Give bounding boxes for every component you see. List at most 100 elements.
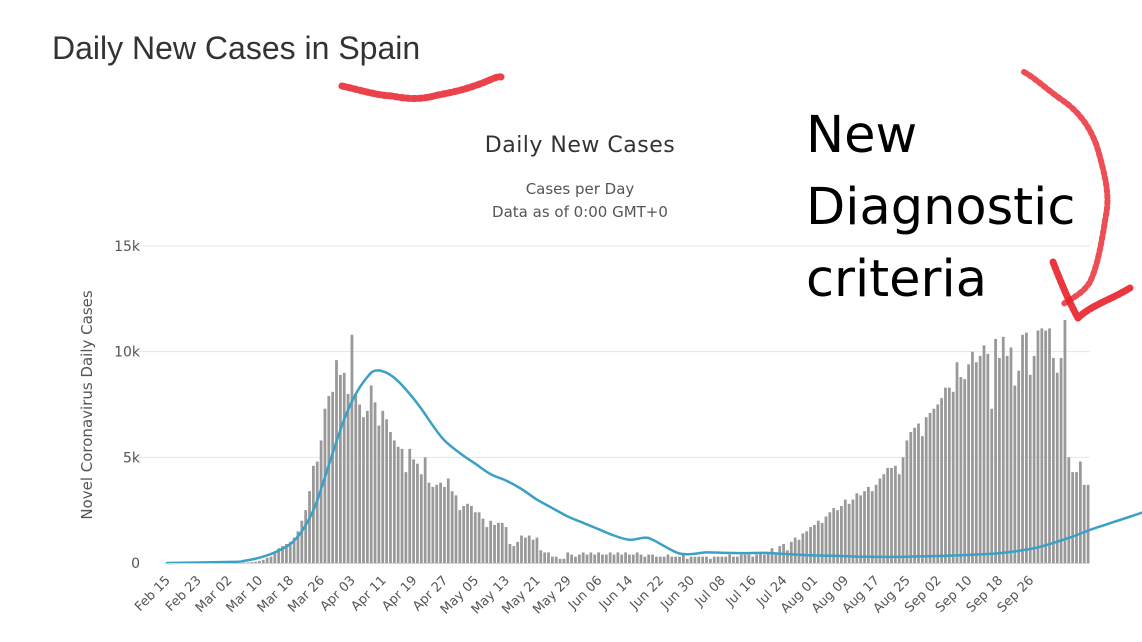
bar	[300, 520, 304, 563]
bar	[1086, 484, 1090, 563]
bar	[920, 436, 924, 563]
bar	[809, 527, 812, 563]
y-tick-label: 15k	[114, 239, 141, 255]
bar	[1017, 370, 1021, 563]
chart-title: Daily New Cases	[485, 133, 675, 158]
bar	[628, 554, 631, 563]
bar	[377, 425, 381, 563]
x-tick-label: Jun 06	[565, 573, 605, 613]
bar	[994, 338, 997, 563]
bar	[1044, 330, 1048, 563]
bar	[373, 402, 377, 563]
bar	[616, 552, 620, 563]
bar	[389, 431, 392, 563]
bar	[1052, 358, 1055, 563]
bar	[462, 505, 466, 563]
bar	[454, 495, 458, 563]
bar	[335, 360, 338, 563]
bar	[793, 537, 797, 563]
bar	[396, 446, 400, 563]
bar	[801, 533, 805, 563]
bar	[732, 556, 735, 563]
bar	[840, 505, 843, 563]
bar	[905, 440, 909, 563]
x-tick-label: Jun 14	[596, 573, 636, 613]
annotation-line: criteria	[806, 250, 987, 309]
bar	[670, 556, 674, 563]
bar	[813, 524, 816, 563]
bar	[728, 554, 732, 563]
bar	[724, 556, 728, 563]
bar	[843, 499, 847, 563]
bar	[369, 385, 373, 563]
bar	[493, 524, 496, 563]
red-scribble-marks	[338, 69, 1134, 322]
bar	[296, 531, 300, 563]
bar	[1021, 334, 1024, 563]
bar	[481, 518, 485, 563]
bar	[577, 554, 581, 563]
bar	[697, 556, 701, 563]
bar	[824, 516, 828, 563]
bar	[1028, 374, 1032, 563]
bar	[416, 463, 419, 563]
bar	[658, 556, 662, 563]
annotation-line: Diagnostic	[806, 178, 1076, 237]
chart-subtitle-line: Cases per Day	[526, 180, 635, 198]
bar	[874, 484, 878, 563]
bar	[901, 457, 905, 563]
bar	[269, 556, 273, 563]
bar	[944, 387, 947, 563]
bar	[762, 554, 766, 563]
x-tick-label: Jul 16	[723, 573, 760, 610]
bar	[358, 404, 362, 563]
bar	[601, 554, 604, 563]
bar	[1075, 472, 1078, 563]
bar	[516, 541, 520, 563]
bar	[1078, 461, 1082, 563]
bar	[354, 393, 358, 563]
bar	[959, 377, 963, 563]
bar	[392, 440, 396, 563]
bar	[1005, 355, 1009, 563]
bar	[647, 554, 651, 563]
bar	[504, 527, 508, 563]
bar	[273, 552, 277, 563]
y-tick-label: 10k	[114, 345, 141, 361]
bar	[940, 398, 943, 563]
bar	[1063, 319, 1067, 563]
bar	[974, 362, 978, 563]
bar	[331, 391, 335, 563]
bar	[739, 554, 743, 563]
bar	[1082, 484, 1086, 563]
bar	[338, 374, 342, 563]
bar	[971, 351, 974, 563]
bar	[662, 556, 666, 563]
bar	[346, 393, 350, 563]
bar	[890, 467, 893, 563]
bar	[720, 556, 724, 563]
bar	[412, 459, 415, 563]
bar	[535, 537, 539, 563]
bar	[585, 554, 589, 563]
bar	[820, 522, 824, 563]
bar	[990, 408, 994, 563]
bar	[917, 423, 920, 563]
bar	[1032, 355, 1036, 563]
bar	[308, 491, 311, 563]
bar	[855, 493, 859, 563]
bar	[882, 474, 886, 563]
bar	[766, 552, 770, 563]
bar	[277, 548, 281, 563]
bar	[685, 558, 689, 563]
bar	[547, 552, 550, 563]
bar	[774, 552, 778, 563]
bar	[466, 503, 469, 563]
bar	[1059, 358, 1063, 563]
bar	[489, 520, 493, 563]
bar	[870, 491, 874, 563]
bar	[419, 474, 423, 563]
bar	[265, 557, 269, 563]
bar	[1055, 372, 1059, 563]
bar	[828, 512, 832, 563]
